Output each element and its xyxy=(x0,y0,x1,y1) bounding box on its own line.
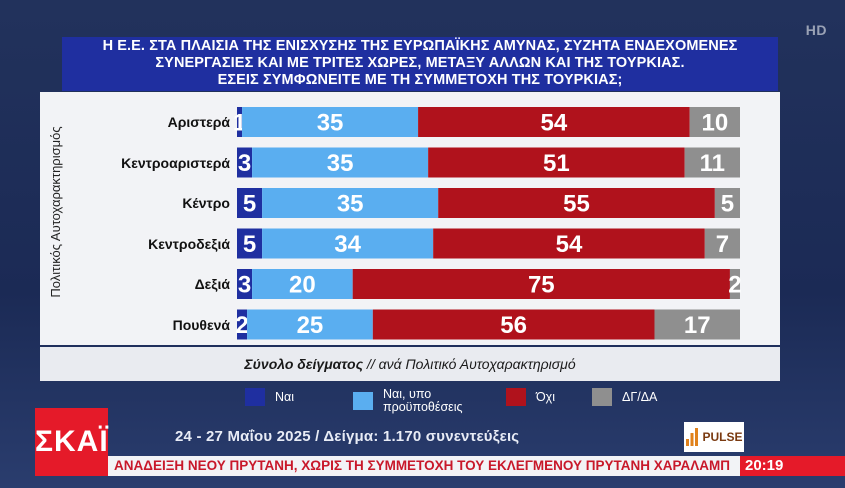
legend-swatch-yes xyxy=(245,388,265,406)
data-label: 5 xyxy=(243,231,256,258)
bar-segment xyxy=(262,228,434,259)
data-label: 11 xyxy=(700,150,725,177)
data-label: 2 xyxy=(728,272,741,299)
data-label: 54 xyxy=(556,231,583,258)
data-label: 55 xyxy=(563,191,590,218)
footer-bold: Σύνολο δείγματος xyxy=(244,356,364,372)
legend-item-yes-conditional: Ναι, υπο προϋποθέσεις xyxy=(353,388,493,414)
data-label: 3 xyxy=(238,150,251,177)
bar-segment xyxy=(438,188,715,218)
bar-segment xyxy=(242,107,419,137)
data-label: 5 xyxy=(721,191,734,218)
legend: Ναι Ναι, υπο προϋποθέσεις Όχι ΔΓ/ΔΑ xyxy=(40,386,780,416)
category-label: Κεντροδεξιά xyxy=(148,235,230,252)
legend-label-yes-conditional: Ναι, υπο προϋποθέσεις xyxy=(383,387,463,414)
bar-segment xyxy=(654,309,740,340)
bar-segment xyxy=(433,228,705,259)
bar-segment xyxy=(252,147,429,178)
survey-dates: 24 - 27 Μαΐου 2025 / Δείγμα: 1.170 συνεν… xyxy=(175,428,520,445)
bar-segment xyxy=(252,269,353,299)
bar-segment xyxy=(689,107,740,137)
data-label: 34 xyxy=(334,231,361,258)
bar-segment xyxy=(684,147,740,178)
data-label: 25 xyxy=(297,312,324,339)
data-label: 54 xyxy=(541,110,568,137)
data-label: 10 xyxy=(701,110,728,137)
title-line-1: Η Ε.Ε. ΣΤΑ ΠΛΑΙΣΙΑ ΤΗΣ ΕΝΙΣΧΥΣΗΣ ΤΗΣ ΕΥΡ… xyxy=(102,38,738,54)
title-line-2: ΣΥΝΕΡΓΑΣΙΕΣ ΚΑΙ ΜΕ ΤΡΙΤΕΣ ΧΩΡΕΣ, ΜΕΤΑΞΥ … xyxy=(155,55,685,71)
bar-segment xyxy=(418,107,690,137)
bar-segment xyxy=(247,309,373,340)
bar-segment xyxy=(428,147,685,178)
legend-item-no: Όχι xyxy=(506,388,555,406)
data-label: 35 xyxy=(317,110,344,137)
title-line-3: ΕΣΕΙΣ ΣΥΜΦΩΝΕΙΤΕ ΜΕ ΤΗ ΣΥΜΜΕΤΟΧΗ ΤΗΣ ΤΟΥ… xyxy=(217,72,623,88)
hd-badge: HD xyxy=(805,22,827,38)
legend-swatch-no xyxy=(506,388,526,406)
bar-segment xyxy=(372,309,655,340)
data-label: 35 xyxy=(337,191,364,218)
bar-segment xyxy=(237,228,263,259)
data-label: 3 xyxy=(238,272,251,299)
bar-segment xyxy=(704,228,740,259)
data-label: 35 xyxy=(327,150,354,177)
data-label: 56 xyxy=(500,312,527,339)
bar-segment xyxy=(237,188,263,218)
bar-segment xyxy=(237,107,243,137)
news-ticker: ΑΝΑΔΕΙΞΗ ΝΕΟΥ ΠΡΥΤΑΝΗ, ΧΩΡΙΣ ΤΗ ΣΥΜΜΕΤΟΧ… xyxy=(108,456,740,476)
data-label: 17 xyxy=(684,312,711,339)
bar-segment xyxy=(352,269,730,299)
category-label: Δεξιά xyxy=(194,276,230,292)
legend-label-yes: Ναι xyxy=(275,389,295,404)
category-label: Κεντροαριστερά xyxy=(121,154,230,171)
sample-footer: Σύνολο δείγματος // ανά Πολιτικό Αυτοχαρ… xyxy=(40,347,780,381)
category-label: Πουθενά xyxy=(172,316,230,333)
question-title: Η Ε.Ε. ΣΤΑ ΠΛΑΙΣΙΑ ΤΗΣ ΕΝΙΣΧΥΣΗΣ ΤΗΣ ΕΥΡ… xyxy=(62,37,778,91)
legend-swatch-yes-conditional xyxy=(353,392,373,410)
pollster-logo: PULSE xyxy=(684,422,744,452)
data-label: 7 xyxy=(716,231,729,258)
legend-swatch-dk xyxy=(592,388,612,406)
legend-label-no: Όχι xyxy=(536,389,556,404)
data-label: 51 xyxy=(543,150,570,177)
category-label: Αριστερά xyxy=(167,114,230,130)
legend-item-dk: ΔΓ/ΔΑ xyxy=(592,388,657,406)
bar-segment xyxy=(729,269,740,299)
data-label: 5 xyxy=(243,191,256,218)
bar-segment xyxy=(237,309,248,340)
data-label: 75 xyxy=(528,272,555,299)
footer-sep: // xyxy=(363,356,379,372)
pollster-name: PULSE xyxy=(702,430,743,444)
bar-segment xyxy=(237,147,253,178)
data-label: 2 xyxy=(235,312,248,339)
pulse-icon xyxy=(686,428,699,446)
clock: 20:19 xyxy=(740,456,845,476)
footer-rest: ανά Πολιτικό Αυτοχαρακτηρισμό xyxy=(378,356,576,372)
legend-label-dk: ΔΓ/ΔΑ xyxy=(622,389,658,404)
bar-segment xyxy=(262,188,439,218)
bar-segment xyxy=(237,269,253,299)
category-label: Κέντρο xyxy=(182,195,230,211)
data-label: 20 xyxy=(289,272,316,299)
legend-item-yes: Ναι xyxy=(245,388,294,406)
bar-segment xyxy=(714,188,740,218)
channel-logo: ΣΚΑΪ xyxy=(35,408,108,476)
